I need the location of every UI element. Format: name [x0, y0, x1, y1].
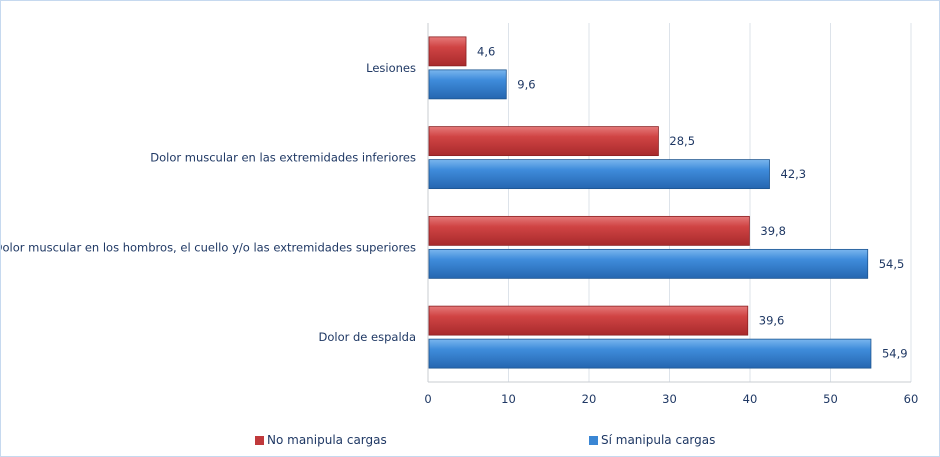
bar	[428, 126, 659, 157]
category-label: Dolor muscular en las extremidades infer…	[150, 151, 416, 165]
x-tick-label: 30	[662, 392, 677, 406]
data-label: 42,3	[781, 167, 807, 181]
legend-swatch	[589, 435, 598, 445]
legend-item-no-manipula: No manipula cargas	[255, 433, 387, 447]
x-tick-label: 50	[823, 392, 838, 406]
data-label: 28,5	[669, 134, 695, 148]
x-tick-label: 40	[743, 392, 758, 406]
category-label: Dolor de espalda	[319, 330, 417, 344]
bar	[428, 159, 770, 190]
category-label: Lesiones	[366, 61, 416, 75]
legend-label: Sí manipula cargas	[601, 433, 716, 447]
bar	[428, 36, 467, 67]
bar	[428, 338, 872, 369]
x-tick-label: 60	[904, 392, 919, 406]
bar	[428, 215, 750, 246]
x-tick-label: 20	[582, 392, 597, 406]
x-tick-label: 10	[501, 392, 516, 406]
x-tick-label: 0	[424, 392, 431, 406]
data-label: 39,8	[760, 224, 786, 238]
data-label: 54,5	[879, 257, 905, 271]
bar	[428, 248, 869, 279]
bar	[428, 69, 507, 100]
legend-label: No manipula cargas	[267, 433, 387, 447]
category-label: Dolor muscular en los hombros, el cuello…	[1, 240, 416, 254]
legend-swatch	[255, 435, 264, 445]
data-label: 9,6	[517, 77, 535, 91]
legend-item-si-manipula: Sí manipula cargas	[589, 433, 715, 447]
data-label: 4,6	[477, 44, 495, 58]
bar	[428, 305, 749, 336]
data-label: 54,9	[882, 347, 908, 361]
data-label: 39,6	[759, 314, 785, 328]
